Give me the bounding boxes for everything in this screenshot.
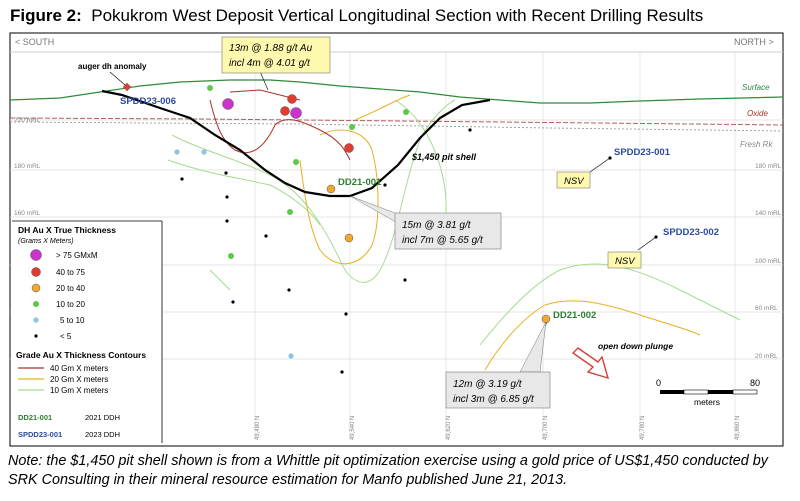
elevation-label-left: 160 mRL xyxy=(14,210,41,217)
intercept-40-75 xyxy=(280,106,290,116)
legend-class-label: < 5 xyxy=(60,332,72,341)
oxide-label: Oxide xyxy=(747,109,768,118)
legend-hole-name: DD21-001 xyxy=(18,413,52,422)
callout-3-line2: incl 3m @ 6.85 g/t xyxy=(453,394,535,405)
nsv-label: NSV xyxy=(615,256,636,267)
northing-label: 49,620 N xyxy=(446,416,452,440)
legend-class-label: 40 to 75 xyxy=(56,268,85,277)
contours-20gm xyxy=(299,94,701,371)
elevation-label-left: 180 mRL xyxy=(14,163,41,170)
legend-contours-title: Grade Au X Thickness Contours xyxy=(16,350,146,360)
legend-contour-label: 20 Gm X meters xyxy=(50,375,108,384)
hole-label-spdd23-001: SPDD23-001 xyxy=(614,147,671,158)
intercept-40-75 xyxy=(287,94,297,104)
callout-2-line2: incl 7m @ 5.65 g/t xyxy=(402,235,484,246)
auger-anomaly-leader xyxy=(109,71,126,86)
elevation-label-right: 20 mRL xyxy=(755,353,778,360)
figure-title-text: Pokukrom West Deposit Vertical Longitudi… xyxy=(91,6,704,25)
plunge-arrow-icon xyxy=(571,347,610,380)
legend-class-label: > 75 GMxM xyxy=(56,251,98,260)
northing-label: 49,480 N xyxy=(255,416,261,440)
surface-label: Surface xyxy=(742,83,770,92)
intercept-10-20 xyxy=(207,85,213,91)
intercept-10-20 xyxy=(228,253,234,259)
figure-title: Figure 2: Pokukrom West Deposit Vertical… xyxy=(10,6,703,26)
surface-line xyxy=(9,79,784,104)
south-label: < SOUTH xyxy=(15,37,54,47)
intercept-10-20 xyxy=(403,109,409,115)
northing-label: 49,700 N xyxy=(543,416,549,440)
drill-intercepts xyxy=(174,85,658,374)
callout-3-line1: 12m @ 3.19 g/t xyxy=(453,379,523,390)
hole-label-dd21-001: DD21-001 xyxy=(338,177,382,188)
fresh-rock-line xyxy=(9,121,784,132)
intercept-10-20 xyxy=(349,124,355,130)
legend-hole-name: SPDD23-001 xyxy=(18,430,62,439)
open-down-plunge-label: open down plunge xyxy=(598,341,673,351)
oxide-line xyxy=(9,117,784,126)
callout-1-line1: 13m @ 1.88 g/t Au xyxy=(229,43,313,54)
intercept-10-20 xyxy=(293,159,299,165)
elevation-label-right: 60 mRL xyxy=(755,305,778,312)
nsv-label: NSV xyxy=(564,176,585,187)
fresh-rock-label: Fresh Rk xyxy=(740,140,773,149)
elevation-label-right: 180 mRL xyxy=(755,163,782,170)
elevation-label-left: 220 mRL xyxy=(14,117,41,124)
figure-note: Note: the $1,450 pit shell shown is from… xyxy=(8,453,768,488)
legend-class-label: 10 to 20 xyxy=(56,300,85,309)
callout-2-line1: 15m @ 3.81 g/t xyxy=(402,220,472,231)
legend-class-label: 20 to 40 xyxy=(56,284,85,293)
intercept-20-40 xyxy=(326,184,336,194)
legend-contour-label: 40 Gm X meters xyxy=(50,364,108,373)
legend-title: DH Au X True Thickness xyxy=(18,225,116,235)
pit-shell-label: $1,450 pit shell xyxy=(411,152,477,162)
hole-label-spdd23-002: SPDD23-002 xyxy=(663,227,719,238)
intercept-gt75 xyxy=(290,107,302,119)
nsv-box xyxy=(556,171,591,189)
callout-1: 13m @ 1.88 g/t Au incl 4m @ 4.01 g/t xyxy=(221,36,331,74)
figure-label: Figure 2: xyxy=(10,6,82,25)
legend-subtitle: (Grams X Meters) xyxy=(18,238,74,245)
intercept-5-10 xyxy=(174,149,180,155)
scale-unit: meters xyxy=(694,397,720,407)
intercept-20-40 xyxy=(344,233,354,243)
northing-label: 49,780 N xyxy=(640,416,646,440)
intercept-40-75 xyxy=(344,143,354,153)
intercept-20-40 xyxy=(541,314,551,324)
intercept-5-10 xyxy=(288,353,294,359)
callout-2: 15m @ 3.81 g/t incl 7m @ 5.65 g/t xyxy=(349,195,502,250)
legend: DH Au X True Thickness (Grams X Meters) … xyxy=(11,220,163,444)
pit-shell xyxy=(101,89,491,198)
scale-start: 0 xyxy=(656,378,661,388)
northing-label: 49,860 N xyxy=(735,416,741,440)
intercept-gt75 xyxy=(222,98,234,110)
scale-end: 80 xyxy=(750,378,760,388)
intercept-10-20 xyxy=(287,209,293,215)
elevation-label-right: 100 mRL xyxy=(755,258,782,265)
auger-anomaly-label: auger dh anomaly xyxy=(78,62,147,71)
north-label: NORTH > xyxy=(734,37,774,47)
legend-class-label: 5 to 10 xyxy=(60,316,85,325)
scale-bar: 0 80 meters xyxy=(656,378,760,407)
legend-hole-label: 2023 DDH xyxy=(85,430,120,439)
intercept-5-10 xyxy=(201,149,207,155)
contours-40gm xyxy=(209,89,351,161)
callout-1-line2: incl 4m @ 4.01 g/t xyxy=(229,58,311,69)
hole-label-dd21-002: DD21-002 xyxy=(553,310,596,321)
nsv-box xyxy=(607,251,642,269)
northing-label: 49,540 N xyxy=(350,416,356,440)
elevation-label-right: 140 mRL xyxy=(755,210,782,217)
hole-label-spdd23-006: SPDD23-006 xyxy=(120,96,176,107)
legend-hole-label: 2021 DDH xyxy=(85,413,120,422)
legend-contour-label: 10 Gm X meters xyxy=(50,386,108,395)
callout-3: 12m @ 3.19 g/t incl 3m @ 6.85 g/t xyxy=(445,321,551,409)
